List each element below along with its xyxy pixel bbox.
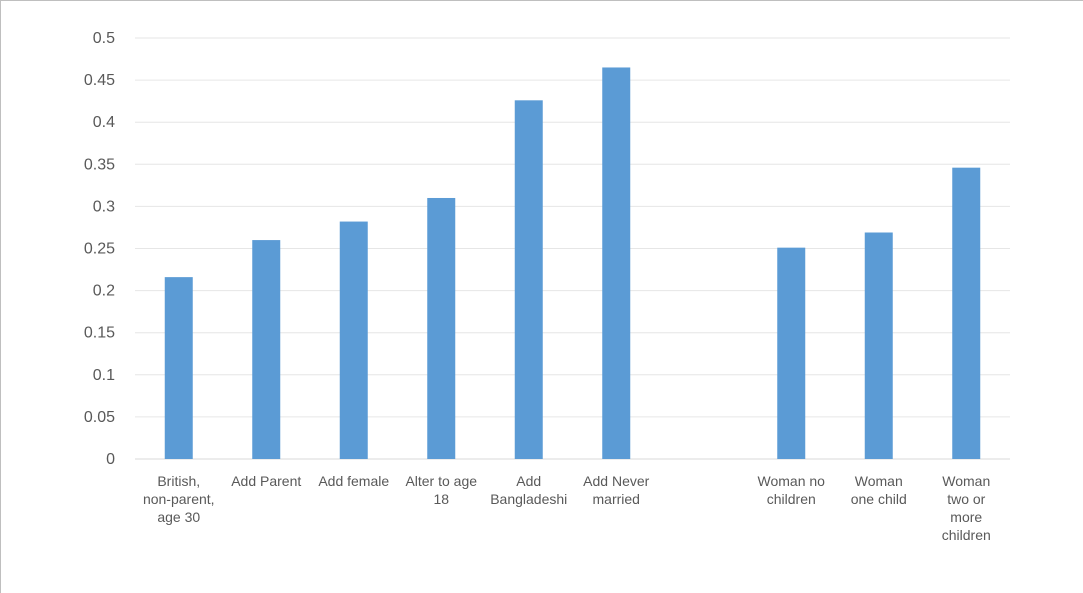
bar bbox=[602, 67, 631, 459]
bar bbox=[777, 247, 806, 459]
y-tick-label: 0.5 bbox=[93, 30, 115, 47]
y-tick-label: 0.2 bbox=[93, 283, 115, 300]
y-tick-label: 0.05 bbox=[84, 409, 115, 426]
y-tick-label: 0.4 bbox=[93, 114, 115, 131]
y-tick-label: 0.25 bbox=[84, 241, 115, 258]
bar bbox=[427, 197, 456, 460]
bar bbox=[339, 221, 368, 459]
bar bbox=[952, 167, 981, 459]
y-tick-label: 0.15 bbox=[84, 325, 115, 342]
y-tick-label: 0.45 bbox=[84, 72, 115, 89]
x-tick-label: British, non-parent, age 30 bbox=[143, 473, 215, 525]
y-tick-label: 0.35 bbox=[84, 156, 115, 173]
bar bbox=[864, 232, 893, 459]
bar bbox=[164, 277, 193, 459]
y-tick-label: 0.3 bbox=[93, 198, 115, 215]
y-tick-label: 0 bbox=[106, 451, 115, 468]
x-tick-label: Add Never married bbox=[583, 473, 649, 507]
x-tick-label: Woman no children bbox=[758, 473, 826, 507]
x-tick-label: Add Parent bbox=[231, 473, 301, 489]
x-tick-label: Add Bangladeshi bbox=[490, 473, 567, 507]
bar bbox=[252, 240, 281, 459]
x-tick-label: Woman two or more children bbox=[942, 473, 991, 543]
bar bbox=[514, 100, 543, 460]
x-tick-label: Add female bbox=[318, 473, 389, 489]
x-tick-label: Alter to age 18 bbox=[405, 473, 477, 507]
x-tick-label: Woman one child bbox=[851, 473, 907, 507]
y-tick-label: 0.1 bbox=[93, 367, 115, 384]
